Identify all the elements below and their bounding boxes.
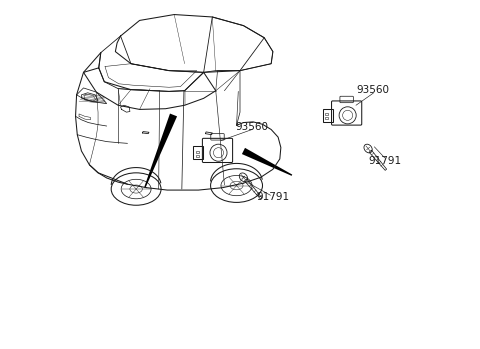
Bar [196,151,199,153]
Text: 93560: 93560 [357,85,390,95]
Text: 91791: 91791 [369,156,402,166]
Bar [325,118,328,119]
Text: 91791: 91791 [256,192,289,202]
Bar [325,113,328,116]
Text: 93560: 93560 [236,122,269,132]
Bar [196,155,199,157]
Polygon shape [242,148,292,176]
Bar [193,146,204,159]
Bar [323,109,333,121]
Polygon shape [144,113,177,188]
